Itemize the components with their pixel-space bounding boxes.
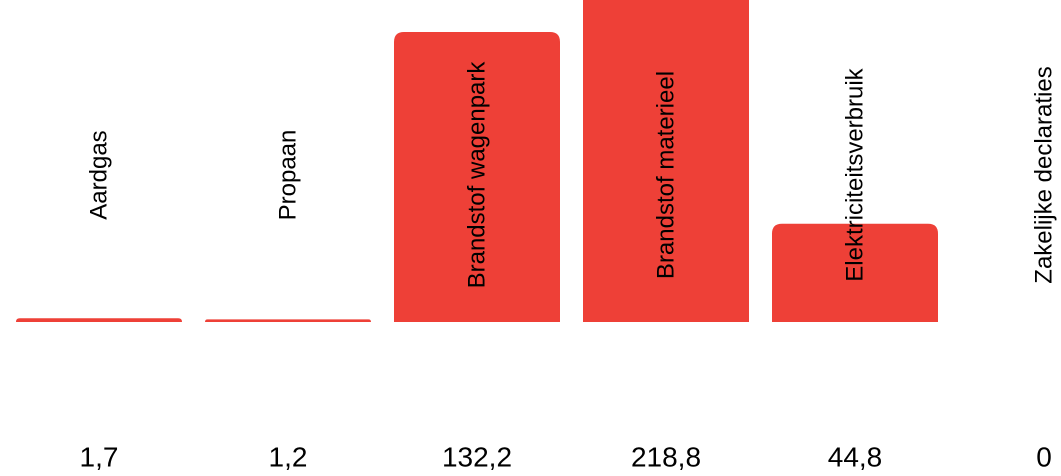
value-label-elektriciteitsverbruik: 44,8	[828, 442, 883, 473]
bar-brandstof-materieel	[583, 0, 749, 322]
category-label-propaan: Propaan	[275, 130, 302, 221]
bar-aardgas	[16, 318, 182, 322]
category-label-aardgas: Aardgas	[86, 130, 113, 219]
bar-brandstof-wagenpark	[394, 32, 560, 322]
value-label-brandstof-wagenpark: 132,2	[442, 442, 512, 473]
category-label-elektriciteitsverbruik: Elektriciteitsverbruik	[842, 67, 869, 281]
bars-group	[16, 0, 938, 322]
category-label-brandstof-materieel: Brandstof materieel	[653, 71, 680, 279]
value-label-aardgas: 1,7	[80, 442, 119, 473]
value-labels-group: 1,7 1,2 132,2 218,8 44,8 0	[80, 442, 1052, 473]
category-label-brandstof-wagenpark: Brandstof wagenpark	[464, 61, 491, 289]
bar-propaan	[205, 319, 371, 322]
category-label-zakelijke-declaraties: Zakelijke declaraties	[1031, 66, 1058, 283]
value-label-brandstof-materieel: 218,8	[631, 442, 701, 473]
value-label-propaan: 1,2	[269, 442, 308, 473]
bar-elektriciteitsverbruik	[772, 223, 938, 322]
category-labels-group: Aardgas Propaan Brandstof wagenpark Brandst…	[86, 61, 1058, 289]
value-label-zakelijke-declaraties: 0	[1036, 442, 1052, 473]
